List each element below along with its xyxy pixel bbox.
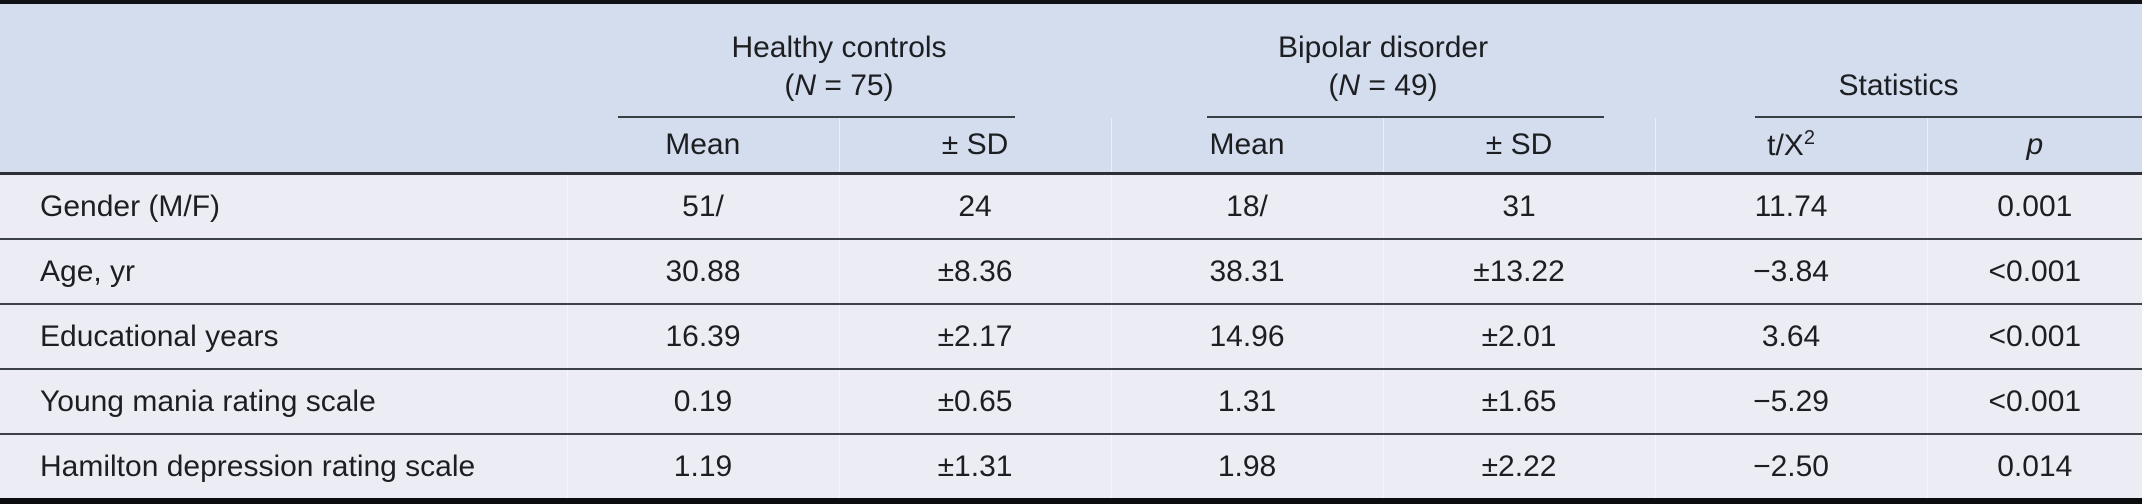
group-underline	[1207, 116, 1605, 118]
cell-t-chi2: 3.64	[1654, 304, 1928, 370]
group-header-statistics: Statistics	[1655, 4, 2142, 118]
cell-bd-sd: 31	[1382, 173, 1656, 240]
cell-hc-sd: ±1.31	[838, 434, 1112, 498]
paren-open: (	[1328, 69, 1339, 102]
cell-hc-mean: 51/	[566, 173, 839, 240]
cell-hc-sd: ±2.17	[838, 304, 1112, 370]
demographics-table: Healthy controls (N = 75) Bipolar disord…	[0, 4, 2142, 498]
table-header: Healthy controls (N = 75) Bipolar disord…	[0, 4, 2142, 175]
table-row-age: Age, yr 30.88 ±8.36 38.31 ±13.22 −3.84 <…	[0, 239, 2142, 305]
cell-hc-mean: 16.39	[566, 304, 839, 370]
group-underline	[618, 116, 1016, 118]
cell-t-chi2: 11.74	[1654, 173, 1928, 240]
col-header-hc-sd: ± SD	[838, 118, 1112, 175]
cell-bd-mean: 18/	[1110, 173, 1384, 240]
n-value: = 49)	[1360, 69, 1438, 102]
group-title: Statistics	[1838, 69, 1959, 102]
cell-t-chi2: −2.50	[1654, 434, 1928, 498]
t-chi2-superscript: 2	[1803, 127, 1815, 149]
group-header-row: Healthy controls (N = 75) Bipolar disord…	[0, 4, 2142, 175]
cell-bd-mean: 1.98	[1110, 434, 1384, 498]
cell-p: <0.001	[1926, 239, 2142, 305]
cell-t-chi2: −5.29	[1654, 369, 1928, 435]
group-header-bipolar-disorder: Bipolar disorder (N = 49)	[1111, 4, 1656, 118]
header-spacer-cell	[0, 4, 567, 175]
n-symbol: N	[794, 69, 817, 102]
table-row-education: Educational years 16.39 ±2.17 14.96 ±2.0…	[0, 304, 2142, 370]
table-body: Gender (M/F) 51/ 24 18/ 31 11.74 0.001 A…	[0, 173, 2142, 498]
row-label: Gender (M/F)	[0, 173, 567, 240]
table-row-ymrs: Young mania rating scale 0.19 ±0.65 1.31…	[0, 369, 2142, 435]
cell-hc-mean: 30.88	[566, 239, 839, 305]
cell-p: <0.001	[1926, 369, 2142, 435]
cell-hc-sd: 24	[838, 173, 1112, 240]
group-n: (N = 75)	[784, 69, 893, 102]
cell-bd-mean: 1.31	[1110, 369, 1384, 435]
col-header-hc-mean: Mean	[567, 118, 839, 175]
row-label: Hamilton depression rating scale	[0, 434, 567, 498]
cell-hc-sd: ±0.65	[838, 369, 1112, 435]
group-line1: Healthy controls	[731, 31, 947, 64]
sub-header-row: Mean ± SD Mean ± SD t/X2 p	[0, 118, 2142, 175]
col-header-bd-sd: ± SD	[1382, 118, 1656, 175]
n-symbol: N	[1338, 69, 1361, 102]
cell-bd-mean: 14.96	[1110, 304, 1384, 370]
cell-bd-sd: ±2.01	[1382, 304, 1656, 370]
cell-p: <0.001	[1926, 304, 2142, 370]
group-line1: Bipolar disorder	[1277, 31, 1489, 64]
cell-hc-mean: 1.19	[566, 434, 839, 498]
cell-t-chi2: −3.84	[1654, 239, 1928, 305]
cell-hc-mean: 0.19	[566, 369, 839, 435]
group-box: Bipolar disorder (N = 49)	[1111, 4, 1655, 118]
cell-hc-sd: ±8.36	[838, 239, 1112, 305]
cell-bd-sd: ±2.22	[1382, 434, 1656, 498]
cell-bd-sd: ±13.22	[1382, 239, 1656, 305]
cell-p: 0.014	[1926, 434, 2142, 498]
paren-open: (	[784, 69, 795, 102]
t-chi2-base: t/X	[1767, 129, 1804, 162]
group-n: (N = 49)	[1328, 69, 1437, 102]
col-header-t-chi2: t/X2	[1654, 118, 1928, 175]
n-value: = 75)	[816, 69, 894, 102]
cell-bd-sd: ±1.65	[1382, 369, 1656, 435]
row-label: Age, yr	[0, 239, 567, 305]
group-title: Bipolar disorder (N = 49)	[1111, 29, 1655, 116]
cell-bd-mean: 38.31	[1110, 239, 1384, 305]
cell-p: 0.001	[1926, 173, 2142, 240]
group-header-healthy-controls: Healthy controls (N = 75)	[567, 4, 1112, 118]
col-header-bd-mean: Mean	[1110, 118, 1384, 175]
table-row-hdrs: Hamilton depression rating scale 1.19 ±1…	[0, 434, 2142, 498]
col-header-p: p	[1926, 118, 2142, 175]
group-box: Statistics	[1655, 4, 2142, 118]
group-title: Healthy controls (N = 75)	[567, 29, 1111, 116]
row-label: Young mania rating scale	[0, 369, 567, 435]
table-row-gender: Gender (M/F) 51/ 24 18/ 31 11.74 0.001	[0, 173, 2142, 240]
row-label: Educational years	[0, 304, 567, 370]
group-box: Healthy controls (N = 75)	[567, 4, 1111, 118]
group-underline	[1755, 116, 2142, 118]
